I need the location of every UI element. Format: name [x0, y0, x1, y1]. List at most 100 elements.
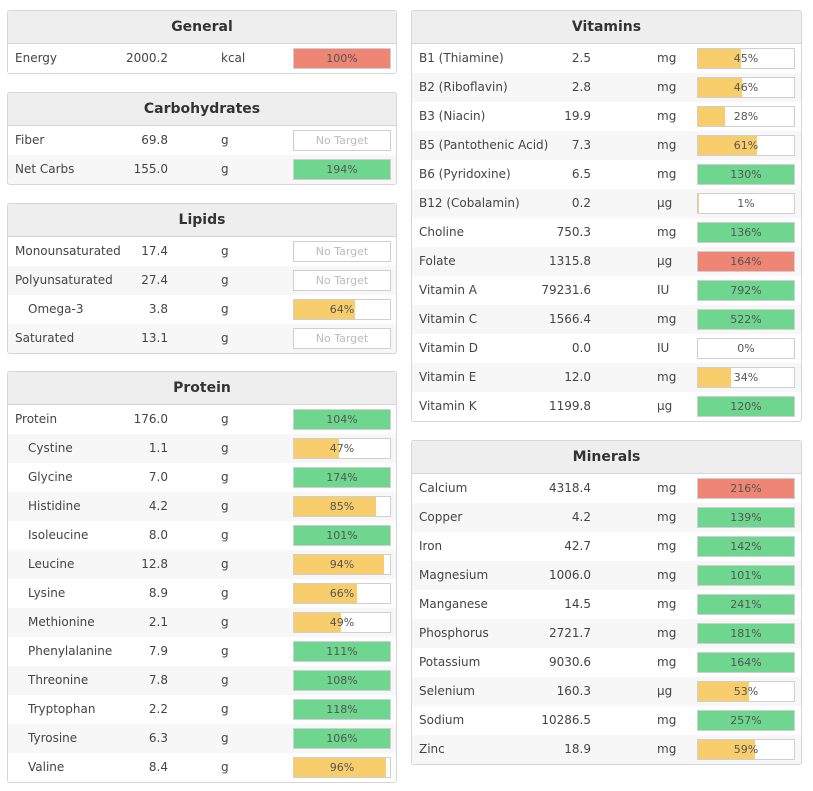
nutrient-unit: mg — [657, 655, 677, 669]
nutrient-row-b3-niacin[interactable]: B3 (Niacin) 19.9 mg 28% — [412, 102, 801, 131]
nutrient-unit: mg — [657, 626, 677, 640]
target-progress-bar: 257% — [697, 710, 795, 731]
target-progress-bar: 139% — [697, 507, 795, 528]
progress-percent: 130% — [730, 168, 762, 181]
nutrient-row-protein[interactable]: Protein 176.0 g 104% — [8, 405, 396, 434]
nutrient-row-valine[interactable]: Valine 8.4 g 96% — [8, 753, 396, 782]
progress-percent: 106% — [326, 732, 358, 745]
progress-fill — [294, 439, 340, 458]
nutrient-amount: 2721.7 — [549, 626, 591, 640]
nutrient-row-energy[interactable]: Energy 2000.2 kcal 100% — [8, 44, 396, 73]
nutrient-amount: 3.8 — [148, 302, 168, 316]
nutrient-row-tyrosine[interactable]: Tyrosine 6.3 g 106% — [8, 724, 396, 753]
nutrient-row-manganese[interactable]: Manganese 14.5 mg 241% — [412, 590, 801, 619]
nutrient-amount: 19.9 — [564, 109, 591, 123]
panel-carbohydrates: Carbohydrates Fiber 69.8 g No Target Net Carb… — [7, 92, 397, 185]
nutrient-row-phenylalanine[interactable]: Phenylalanine 7.9 g 111% — [8, 637, 396, 666]
nutrient-name: Fiber — [15, 133, 45, 147]
nutrient-amount: 7.9 — [148, 644, 168, 658]
nutrient-row-selenium[interactable]: Selenium 160.3 µg 53% — [412, 677, 801, 706]
nutrient-row-fiber[interactable]: Fiber 69.8 g No Target — [8, 126, 396, 155]
nutrient-row-zinc[interactable]: Zinc 18.9 mg 59% — [412, 735, 801, 764]
nutrient-row-b6-pyridoxine[interactable]: B6 (Pyridoxine) 6.5 mg 130% — [412, 160, 801, 189]
nutrient-row-copper[interactable]: Copper 4.2 mg 139% — [412, 503, 801, 532]
nutrient-row-isoleucine[interactable]: Isoleucine 8.0 g 101% — [8, 521, 396, 550]
nutrient-row-vitamin-k[interactable]: Vitamin K 1199.8 µg 120% — [412, 392, 801, 421]
progress-percent: 241% — [730, 598, 762, 611]
progress-percent: 792% — [730, 284, 762, 297]
panel-title: General — [8, 11, 396, 44]
progress-percent: 181% — [730, 627, 762, 640]
progress-percent: 522% — [730, 313, 762, 326]
nutrient-row-choline[interactable]: Choline 750.3 mg 136% — [412, 218, 801, 247]
nutrient-name: Sodium — [419, 713, 465, 727]
nutrient-name: Energy — [15, 51, 58, 65]
target-progress-bar: 100% — [293, 48, 391, 69]
nutrient-row-histidine[interactable]: Histidine 4.2 g 85% — [8, 492, 396, 521]
nutrient-row-b2-riboflavin[interactable]: B2 (Riboflavin) 2.8 mg 46% — [412, 73, 801, 102]
target-progress-bar: 142% — [697, 536, 795, 557]
target-progress-bar: 120% — [697, 396, 795, 417]
nutrient-row-b1-thiamine[interactable]: B1 (Thiamine) 2.5 mg 45% — [412, 44, 801, 73]
nutrient-row-glycine[interactable]: Glycine 7.0 g 174% — [8, 463, 396, 492]
target-progress-bar: 522% — [697, 309, 795, 330]
nutrient-amount: 2.5 — [571, 51, 591, 65]
nutrient-amount: 7.8 — [148, 673, 168, 687]
nutrient-name: Manganese — [419, 597, 488, 611]
nutrient-row-cystine[interactable]: Cystine 1.1 g 47% — [8, 434, 396, 463]
nutrient-amount: 1.1 — [148, 441, 168, 455]
nutrient-row-sodium[interactable]: Sodium 10286.5 mg 257% — [412, 706, 801, 735]
progress-fill — [698, 223, 794, 242]
nutrient-amount: 10286.5 — [541, 713, 591, 727]
nutrient-row-magnesium[interactable]: Magnesium 1006.0 mg 101% — [412, 561, 801, 590]
nutrient-row-monounsaturated[interactable]: Monounsaturated 17.4 g No Target — [8, 237, 396, 266]
progress-fill — [294, 526, 390, 545]
nutrient-row-net-carbs[interactable]: Net Carbs 155.0 g 194% — [8, 155, 396, 184]
nutrient-row-threonine[interactable]: Threonine 7.8 g 108% — [8, 666, 396, 695]
nutrient-name: Magnesium — [419, 568, 489, 582]
progress-percent: No Target — [315, 274, 369, 287]
progress-percent: 101% — [326, 529, 358, 542]
target-progress-bar: 101% — [697, 565, 795, 586]
nutrient-row-lysine[interactable]: Lysine 8.9 g 66% — [8, 579, 396, 608]
nutrient-row-methionine[interactable]: Methionine 2.1 g 49% — [8, 608, 396, 637]
nutrient-name: Folate — [419, 254, 456, 268]
target-progress-bar: 164% — [697, 251, 795, 272]
nutrient-amount: 6.5 — [571, 167, 591, 181]
nutrient-name: Vitamin K — [419, 399, 477, 413]
target-progress-bar: 46% — [697, 77, 795, 98]
nutrient-unit: g — [221, 702, 229, 716]
nutrient-row-phosphorus[interactable]: Phosphorus 2721.7 mg 181% — [412, 619, 801, 648]
nutrient-row-saturated[interactable]: Saturated 13.1 g No Target — [8, 324, 396, 353]
progress-fill — [294, 758, 387, 777]
nutrient-row-b5-pantothenic-acid[interactable]: B5 (Pantothenic Acid) 7.3 mg 61% — [412, 131, 801, 160]
nutrient-amount: 6.3 — [148, 731, 168, 745]
nutrient-row-potassium[interactable]: Potassium 9030.6 mg 164% — [412, 648, 801, 677]
nutrient-row-b12-cobalamin[interactable]: B12 (Cobalamin) 0.2 µg 1% — [412, 189, 801, 218]
progress-percent: 108% — [326, 674, 358, 687]
nutrient-name: Phenylalanine — [28, 644, 113, 658]
nutrient-row-iron[interactable]: Iron 42.7 mg 142% — [412, 532, 801, 561]
panel-title: Protein — [8, 372, 396, 405]
nutrient-unit: g — [221, 528, 229, 542]
nutrient-unit: g — [221, 162, 229, 176]
nutrient-amount: 750.3 — [556, 225, 591, 239]
nutrient-name: Net Carbs — [15, 162, 75, 176]
nutrient-row-vitamin-a[interactable]: Vitamin A 79231.6 IU 792% — [412, 276, 801, 305]
progress-percent: 257% — [730, 714, 762, 727]
nutrient-row-leucine[interactable]: Leucine 12.8 g 94% — [8, 550, 396, 579]
nutrient-row-vitamin-c[interactable]: Vitamin C 1566.4 mg 522% — [412, 305, 801, 334]
nutrient-row-omega-3[interactable]: Omega-3 3.8 g 64% — [8, 295, 396, 324]
target-progress-bar: 59% — [697, 739, 795, 760]
nutrient-row-folate[interactable]: Folate 1315.8 µg 164% — [412, 247, 801, 276]
nutrient-row-calcium[interactable]: Calcium 4318.4 mg 216% — [412, 474, 801, 503]
progress-percent: 61% — [733, 139, 759, 152]
nutrient-row-polyunsaturated[interactable]: Polyunsaturated 27.4 g No Target — [8, 266, 396, 295]
progress-percent: 64% — [329, 303, 355, 316]
nutrient-row-tryptophan[interactable]: Tryptophan 2.2 g 118% — [8, 695, 396, 724]
progress-percent: 1% — [737, 197, 755, 210]
nutrient-unit: mg — [657, 481, 677, 495]
nutrient-row-vitamin-d[interactable]: Vitamin D 0.0 IU 0% — [412, 334, 801, 363]
nutrient-row-vitamin-e[interactable]: Vitamin E 12.0 mg 34% — [412, 363, 801, 392]
progress-fill — [698, 165, 794, 184]
